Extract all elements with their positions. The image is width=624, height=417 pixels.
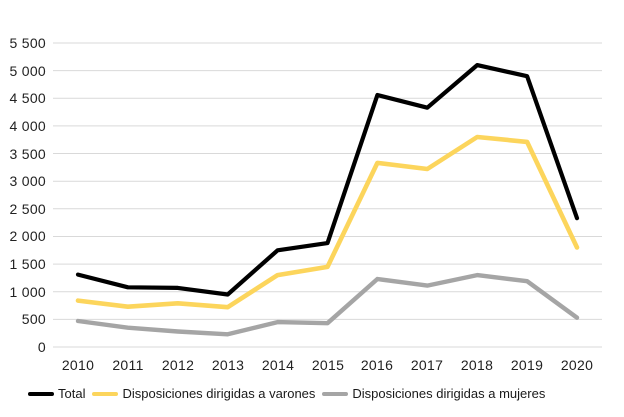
series-line-0 (75, 62, 580, 297)
legend-item-0: Total (28, 386, 85, 401)
y-tick-label: 5 000 (9, 63, 46, 79)
x-tick-label: 2014 (261, 357, 295, 373)
legend: Total Disposiciones dirigidas a varones Di… (28, 386, 552, 401)
x-tick-label: 2016 (360, 357, 394, 373)
x-tick-label: 2018 (460, 357, 494, 373)
y-tick-label: 5 500 (9, 35, 46, 51)
y-tick-label: 4 000 (9, 118, 46, 134)
x-tick-label: 2019 (510, 357, 544, 373)
y-tick-label: 3 000 (9, 173, 46, 189)
y-tick-label: 1 000 (9, 284, 46, 300)
legend-line-swatch-icon (92, 391, 119, 396)
x-tick-label: 2017 (410, 357, 444, 373)
legend-label: Total (58, 386, 86, 401)
y-axis-labels: 0 500 1 000 1 500 2 000 2 500 3 000 3 500 4 000 4… (0, 0, 46, 360)
x-tick-label: 2011 (112, 357, 144, 373)
legend-item-1: Disposiciones dirigidas a varones (92, 386, 315, 401)
y-tick-label: 2 000 (9, 228, 46, 244)
y-tick-label: 1 500 (9, 256, 46, 272)
x-tick-label: 2013 (211, 357, 245, 373)
y-tick-label: 2 500 (9, 201, 46, 217)
x-tick-label: 2010 (61, 357, 95, 373)
series-line-2 (75, 272, 580, 337)
y-tick-label: 500 (21, 311, 46, 327)
x-tick-label: 2015 (311, 357, 345, 373)
legend-line-swatch-icon (322, 391, 349, 396)
series-line-1 (75, 134, 580, 310)
y-tick-label: 0 (37, 339, 46, 355)
y-tick-label: 4 500 (9, 90, 46, 106)
y-tick-label: 3 500 (9, 146, 46, 162)
legend-line-swatch-icon (28, 391, 54, 396)
legend-label: Disposiciones dirigidas a mujeres (352, 386, 546, 401)
x-tick-label: 2020 (560, 357, 594, 373)
legend-item-2: Disposiciones dirigidas a mujeres (322, 386, 545, 401)
legend-label: Disposiciones dirigidas a varones (122, 386, 316, 401)
x-tick-label: 2012 (161, 357, 195, 373)
